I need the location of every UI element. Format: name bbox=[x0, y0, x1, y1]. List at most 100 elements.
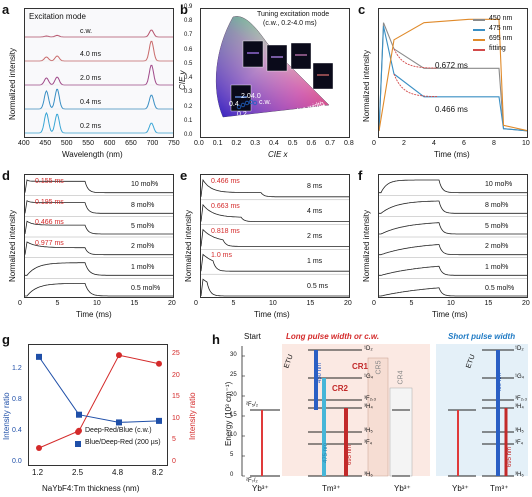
e-tau-1: 0.663 ms bbox=[211, 202, 240, 210]
h-ytick-label-0: 0 bbox=[230, 472, 234, 478]
d-curve-4 bbox=[25, 262, 173, 276]
tm-level-label-0: ¹D₂ bbox=[364, 346, 373, 352]
cie-subtitle: (c.w., 0.2-4.0 ms) bbox=[263, 20, 317, 27]
tm-level-label-4: ³H₅ bbox=[364, 428, 373, 434]
decay-stack-f bbox=[379, 179, 527, 297]
f-row-label-0: 10 mol% bbox=[485, 181, 513, 189]
panel-label-h: h bbox=[212, 332, 220, 347]
xtick-d-2: 10 bbox=[93, 300, 101, 307]
ytick-b-9: 0.9 bbox=[184, 4, 193, 10]
label-450: 450 nm bbox=[317, 362, 324, 384]
y-label-b: CIE y bbox=[178, 70, 187, 90]
panel-label-d: d bbox=[2, 168, 10, 183]
trace-label-4ms: 4.0 ms bbox=[80, 51, 102, 58]
xtick-g-3: 8.2 bbox=[152, 468, 164, 477]
photo-2 bbox=[242, 40, 264, 68]
xtick-c-0: 0 bbox=[372, 140, 376, 147]
xtick-b-3: 0.3 bbox=[250, 140, 260, 147]
ytick-b-5: 0.5 bbox=[184, 60, 193, 67]
y-label-h: Energy (10³ cm⁻¹) bbox=[224, 381, 233, 446]
x-label-e: Time (ms) bbox=[254, 310, 290, 319]
ytick-b-2: 0.2 bbox=[184, 103, 193, 110]
xtick-b-0: 0.0 bbox=[194, 140, 204, 147]
panel-label-c: c bbox=[358, 2, 366, 17]
panel-label-e: e bbox=[180, 168, 188, 183]
y-label-g-right: Intensity ratio bbox=[188, 392, 197, 440]
g-series-0 bbox=[38, 354, 160, 449]
xtick-c-5: 10 bbox=[522, 140, 530, 147]
panel-b: b bbox=[176, 0, 354, 160]
plot-frame-e: 8 ms 0.466 ms 4 ms 0.663 ms 2 ms 0.818 ms 1 ms… bbox=[200, 174, 350, 298]
tm-level-short-label-3: ³H₄ bbox=[515, 404, 524, 410]
plot-frame-a: Excitation mode c.w. 4.0 ms 2.0 ms 0.4 m… bbox=[24, 8, 174, 138]
plot-frame-g: Deep-Red/Blue (c.w.) Blue/Deep-Red (200 µ… bbox=[28, 344, 168, 466]
h-ytick-label-3: 15 bbox=[230, 412, 237, 418]
xtick-b-6: 0.6 bbox=[306, 140, 317, 147]
cie-pt-cw: c.w. bbox=[259, 99, 272, 106]
x-label-f: Time (ms) bbox=[432, 310, 468, 319]
pulse-arrow bbox=[258, 104, 326, 128]
label-cr2: CR2 bbox=[332, 384, 349, 393]
h-ytick-label-4: 20 bbox=[230, 392, 237, 398]
legend-label-3: fitting bbox=[489, 45, 506, 52]
e-curve-3 bbox=[201, 253, 349, 272]
xtick-b-2: 0.2 bbox=[231, 140, 242, 147]
e-row-label-1: 4 ms bbox=[307, 208, 323, 216]
spectra-plot bbox=[25, 29, 173, 134]
xtick-g-1: 2.5 bbox=[72, 468, 84, 477]
g-point-0-3 bbox=[156, 360, 162, 367]
panel-label-b: b bbox=[180, 2, 188, 17]
xtick-a-7: 750 bbox=[168, 140, 180, 147]
g-point-1-1 bbox=[76, 411, 82, 418]
h-ytick-label-6: 30 bbox=[230, 352, 237, 358]
xtick-g-2: 4.8 bbox=[112, 468, 124, 477]
xtick-e-2: 10 bbox=[269, 300, 277, 307]
xtick-f-1: 5 bbox=[409, 300, 414, 307]
e-row-label-3: 1 ms bbox=[307, 257, 323, 265]
xtick-b-4: 0.4 bbox=[269, 140, 279, 147]
tm-level-label-1: ¹G₄ bbox=[364, 374, 374, 380]
tm-level-label-2: ³F₂,₃ bbox=[364, 396, 377, 402]
f-row-label-1: 8 mol% bbox=[485, 202, 509, 209]
xtick-d-4: 20 bbox=[168, 300, 176, 307]
e-row-label-4: 0.5 ms bbox=[307, 282, 329, 290]
cr4-box bbox=[389, 387, 413, 477]
ytick-g-left-3: 1.2 bbox=[12, 365, 22, 373]
ytick-g-left-2: 0.8 bbox=[12, 396, 22, 404]
legend-swatch-2 bbox=[473, 39, 485, 41]
cie-pt-20: 2.0 bbox=[241, 93, 251, 100]
cie-title: Tuning excitation mode bbox=[257, 11, 330, 18]
d-tau-2: 0.466 ms bbox=[35, 219, 64, 227]
ytick-b-4: 0.4 bbox=[184, 75, 193, 82]
d-row-label-0: 10 mol% bbox=[131, 181, 159, 189]
label-450-short: 450 nm bbox=[497, 372, 504, 394]
legend-label-1: 475 nm bbox=[489, 25, 513, 32]
ytick-g-right-1: 5 bbox=[172, 436, 176, 444]
g-legend-label-1: Blue/Deep-Red (200 µs) bbox=[85, 439, 161, 446]
photo-3 bbox=[266, 44, 288, 72]
ytick-b-1: 0.1 bbox=[184, 117, 193, 124]
photo-5 bbox=[312, 62, 334, 90]
xtick-a-2: 500 bbox=[60, 140, 73, 147]
xtick-e-1: 5 bbox=[231, 300, 236, 307]
e-curve-0 bbox=[201, 178, 349, 198]
xtick-c-4: 8 bbox=[492, 140, 496, 147]
cie-pt-04: 0.4 bbox=[229, 101, 239, 108]
plot-frame-c: 450 nm 475 nm 695 nm fitting 0.672 ms 0.466… bbox=[378, 8, 528, 138]
ytick-g-right-2: 10 bbox=[172, 414, 180, 422]
xtick-d-3: 15 bbox=[130, 300, 139, 307]
panel-label-g: g bbox=[2, 332, 10, 347]
panel-a: a Excitation mode c.w. 4.0 ms 2.0 ms 0.4… bbox=[0, 0, 180, 160]
fit-0 bbox=[393, 48, 438, 69]
ytick-g-right-5: 25 bbox=[172, 350, 180, 357]
xtick-a-4: 600 bbox=[103, 140, 116, 147]
tm-level-short-label-5: ³F₄ bbox=[515, 440, 524, 446]
f-curve-1 bbox=[379, 200, 527, 214]
d-curve-2 bbox=[25, 220, 173, 235]
xtick-a-3: 550 bbox=[82, 140, 94, 147]
tm-level-short-label-1: ¹G₄ bbox=[515, 374, 525, 380]
ion-tm-right: Tm³⁺ bbox=[490, 484, 509, 493]
g-legend-label-0: Deep-Red/Blue (c.w.) bbox=[85, 427, 152, 434]
ion-yb-mid: Yb³⁺ bbox=[394, 484, 411, 493]
d-row-label-3: 2 mol% bbox=[131, 243, 155, 251]
